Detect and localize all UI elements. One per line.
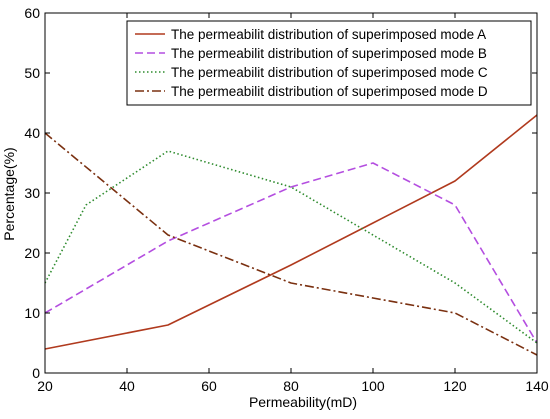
axes: 20 40 60 80 100 120 140 0 10 20 30 40 50 60: [24, 5, 548, 394]
y-tick-label: 50: [24, 65, 40, 81]
series-line-b: [44, 162, 538, 344]
plot-area: [44, 114, 538, 356]
x-tick-label: 80: [283, 378, 299, 394]
x-tick-label: 20: [37, 378, 53, 394]
series-line-c: [44, 150, 538, 344]
x-tick-label: 100: [361, 378, 385, 394]
legend-label-a: The permeabilit distribution of superimp…: [171, 27, 486, 42]
y-tick-label: 10: [24, 305, 40, 321]
x-tick-label: 120: [443, 378, 467, 394]
y-tick-label: 60: [24, 5, 40, 21]
legend-box: [126, 20, 532, 106]
legend-label-d: The permeabilit distribution of superimp…: [171, 84, 488, 99]
legend-label-c: The permeabilit distribution of superimp…: [171, 65, 488, 80]
y-tick-label: 30: [24, 185, 40, 201]
x-tick-label: 40: [119, 378, 135, 394]
y-tick-label: 20: [24, 245, 40, 261]
series-line-a: [44, 114, 538, 350]
x-tick-label: 140: [525, 378, 549, 394]
legend: The permeabilit distribution of superimp…: [126, 20, 532, 106]
legend-label-b: The permeabilit distribution of superimp…: [171, 46, 487, 61]
y-axis-label: Percentage(%): [1, 147, 17, 240]
x-axis-label: Permeability(mD): [249, 394, 357, 410]
x-tick-label: 60: [201, 378, 217, 394]
y-tick-label: 0: [32, 365, 40, 381]
y-tick-label: 40: [24, 125, 40, 141]
